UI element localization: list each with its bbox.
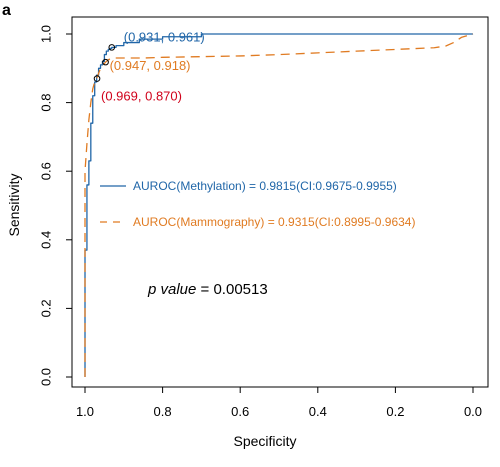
threshold-point-label: (0.947, 0.918): [110, 58, 191, 73]
y-tick-label: 1.0: [38, 25, 53, 43]
threshold-point-marker: [108, 44, 116, 51]
y-axis: 0.0 0.2 0.4 0.6 0.8 1.0: [38, 25, 72, 386]
p-value-annotation: p value = 0.00513: [147, 281, 268, 298]
points-layer: (0.931, 0.961) (0.947, 0.918) (0.969, 0.87…: [93, 29, 205, 104]
threshold-point-marker: [93, 75, 101, 82]
legend-label-mammography: AUROC(Mammography) = 0.9315(CI:0.8995-0.…: [133, 215, 415, 229]
legend: AUROC(Methylation) = 0.9815(CI:0.9675-0.…: [100, 179, 415, 229]
y-tick-label: 0.8: [38, 94, 53, 112]
y-axis-title: Sensitivity: [6, 173, 22, 236]
threshold-point-label: (0.969, 0.870): [101, 89, 182, 104]
roc-curve-mammography: [84, 33, 474, 377]
x-tick-label: 0.6: [231, 404, 249, 419]
legend-label-methylation: AUROC(Methylation) = 0.9815(CI:0.9675-0.…: [133, 179, 397, 193]
x-tick-label: 0.4: [309, 404, 327, 419]
panel-label: a: [2, 2, 11, 19]
x-tick-label: 0.2: [386, 404, 404, 419]
x-tick-label: 0.0: [464, 404, 482, 419]
y-tick-label: 0.4: [38, 231, 53, 249]
plot-frame: [71, 16, 489, 388]
x-tick-label: 0.8: [154, 404, 172, 419]
y-tick-label: 0.0: [38, 368, 53, 386]
p-value-text: = 0.00513: [196, 281, 267, 298]
p-value-italic: p value: [147, 281, 196, 298]
roc-curve-methylation: [84, 33, 473, 377]
threshold-point-marker: [102, 58, 109, 66]
y-tick-label: 0.2: [38, 299, 53, 317]
x-axis: 1.0 0.8 0.6 0.4 0.2 0.0: [76, 387, 482, 419]
x-tick-label: 1.0: [76, 404, 94, 419]
threshold-point-label: (0.931, 0.961): [124, 29, 205, 44]
series-layer: [84, 33, 474, 377]
x-axis-title: Specificity: [233, 433, 296, 449]
y-tick-label: 0.6: [38, 162, 53, 180]
